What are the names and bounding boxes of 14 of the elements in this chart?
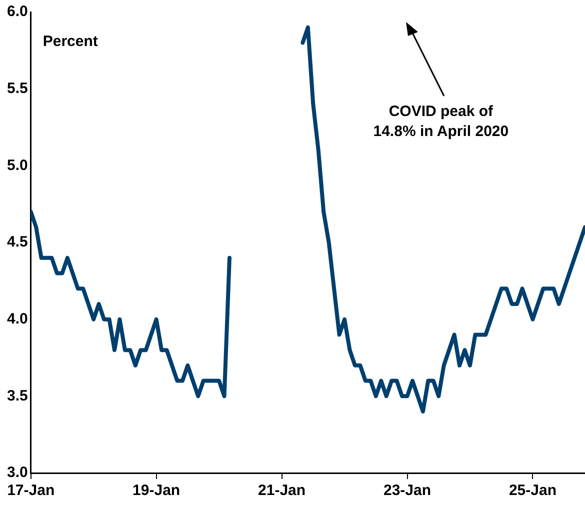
y-tick-label: 3.0	[6, 464, 28, 482]
y-tick-label: 5.0	[6, 156, 28, 174]
x-tick-label: 23-Jan	[383, 482, 432, 500]
x-tick-label: 17-Jan	[7, 482, 55, 500]
x-tick-label: 25-Jan	[508, 482, 556, 500]
y-tick-label: 5.5	[6, 80, 28, 97]
annotation: COVID peak of 14.8% in April 2020	[373, 103, 509, 140]
y-tick-label: 3.5	[6, 387, 28, 404]
y-tick-label: 4.0	[6, 310, 28, 328]
y-axis-title: Percent	[42, 33, 98, 50]
x-tick-label: 19-Jan	[132, 482, 180, 500]
x-tick-label: 21-Jan	[258, 482, 306, 500]
y-tick-label: 4.5	[6, 234, 28, 251]
y-tick-label: 6.0	[6, 3, 28, 20]
